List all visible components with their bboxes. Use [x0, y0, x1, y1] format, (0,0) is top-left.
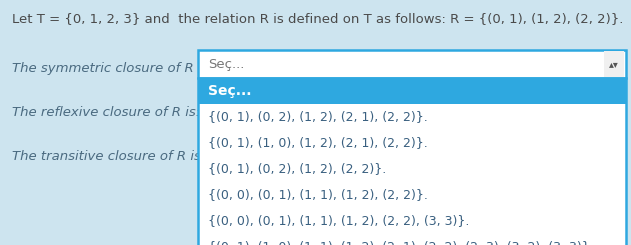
Text: {(0, 1), (1, 0), (1, 2), (2, 1), (2, 2)}.: {(0, 1), (1, 0), (1, 2), (2, 1), (2, 2)}…: [208, 136, 428, 149]
Text: The symmetric closure of R is:: The symmetric closure of R is:: [12, 61, 213, 74]
Bar: [198, 78, 626, 104]
Bar: [198, 50, 626, 78]
Bar: [198, 78, 626, 245]
Text: {(0, 1), (0, 2), (1, 2), (2, 2)}.: {(0, 1), (0, 2), (1, 2), (2, 2)}.: [208, 162, 386, 175]
Text: {(0, 0), (0, 1), (1, 1), (1, 2), (2, 2), (3, 3)}.: {(0, 0), (0, 1), (1, 1), (1, 2), (2, 2),…: [208, 215, 469, 228]
Text: Seç...: Seç...: [208, 84, 252, 98]
Text: {(0, 0), (0, 1), (1, 1), (1, 2), (2, 2)}.: {(0, 0), (0, 1), (1, 1), (1, 2), (2, 2)}…: [208, 188, 428, 201]
Text: {(0, 1), (1, 0), (1, 1), (1, 2), (2, 1), (2, 2), (2, 3), (3, 2), (3, 3)}.: {(0, 1), (1, 0), (1, 1), (1, 2), (2, 1),…: [208, 241, 594, 245]
Text: Seç...: Seç...: [208, 58, 244, 71]
Text: The reflexive closure of R is:: The reflexive closure of R is:: [12, 106, 200, 119]
Text: {(0, 1), (0, 2), (1, 2), (2, 1), (2, 2)}.: {(0, 1), (0, 2), (1, 2), (2, 1), (2, 2)}…: [208, 110, 428, 123]
Text: Let T = {0, 1, 2, 3} and  the relation R is defined on T as follows: R = {(0, 1): Let T = {0, 1, 2, 3} and the relation R …: [12, 12, 623, 25]
Bar: [604, 51, 624, 77]
Text: ▴▾: ▴▾: [609, 59, 619, 69]
Text: The transitive closure of R is:: The transitive closure of R is:: [12, 149, 205, 162]
